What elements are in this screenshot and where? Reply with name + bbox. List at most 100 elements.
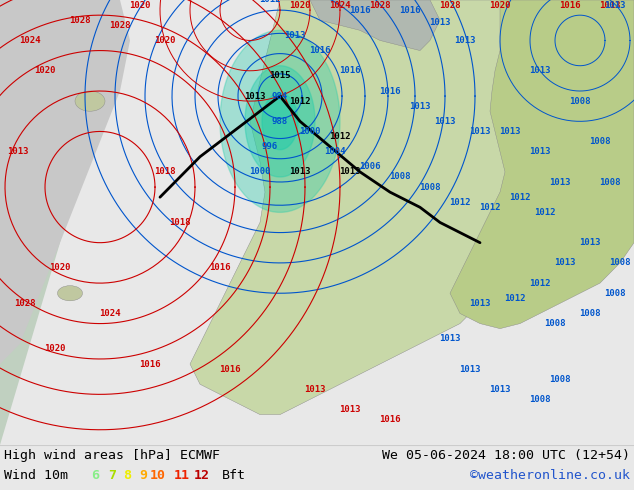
Polygon shape [190,0,634,415]
Polygon shape [0,0,130,364]
Text: 1012: 1012 [289,97,311,106]
Text: 1013: 1013 [304,385,326,394]
Text: 1016: 1016 [339,66,361,75]
Text: 1012: 1012 [529,279,551,288]
Text: 1006: 1006 [359,162,381,171]
Text: 1016: 1016 [379,87,401,96]
Text: 1020: 1020 [154,36,176,45]
Polygon shape [310,0,440,50]
Text: 1013: 1013 [549,177,571,187]
Text: 1015: 1015 [269,72,291,80]
Text: 1012: 1012 [259,0,281,4]
Text: 1012: 1012 [504,294,526,303]
Text: 1020: 1020 [129,0,151,10]
Text: 1008: 1008 [529,395,551,404]
Text: 1008: 1008 [389,172,411,181]
Text: 1013: 1013 [289,168,311,176]
Polygon shape [450,0,634,329]
Text: 9: 9 [139,469,147,483]
Text: 6: 6 [91,469,99,483]
Polygon shape [0,0,90,445]
Text: 1013: 1013 [284,31,306,40]
Text: 1020: 1020 [34,66,56,75]
Text: 1016: 1016 [139,360,161,368]
Text: 1012: 1012 [534,208,556,217]
Text: 1020: 1020 [489,0,511,10]
Text: 1013: 1013 [439,334,461,343]
Text: 988: 988 [272,117,288,126]
Text: 1000: 1000 [299,127,321,136]
Text: 1013: 1013 [434,117,456,126]
Text: 1028: 1028 [109,21,131,30]
Text: 1024: 1024 [19,36,41,45]
Text: 1013: 1013 [339,405,361,414]
Text: 1020: 1020 [289,0,311,10]
Text: 1008: 1008 [544,319,566,328]
Text: 1016: 1016 [379,415,401,424]
Text: 1013: 1013 [554,258,576,268]
Text: 1016: 1016 [349,5,371,15]
Text: 1028: 1028 [369,0,391,10]
Polygon shape [245,66,315,177]
Text: 1013: 1013 [410,101,430,111]
Text: 1024: 1024 [329,0,351,10]
Text: 1008: 1008 [569,97,591,106]
Text: Bft: Bft [222,469,246,483]
Text: ©weatheronline.co.uk: ©weatheronline.co.uk [470,469,630,483]
Text: 1008: 1008 [604,289,626,298]
Text: 1013: 1013 [429,18,451,27]
Text: 1008: 1008 [599,177,621,187]
Text: 1016: 1016 [219,365,241,373]
Text: 1004: 1004 [324,147,346,156]
Text: 1008: 1008 [549,375,571,384]
Text: 8: 8 [123,469,131,483]
Text: 1024: 1024 [100,309,120,318]
Text: 1020: 1020 [49,264,71,272]
Text: 1012: 1012 [329,132,351,141]
Text: 1013: 1013 [499,127,521,136]
Text: 1008: 1008 [609,258,631,268]
Text: 1016: 1016 [309,46,331,55]
Text: 1028: 1028 [439,0,461,10]
Text: 1016: 1016 [399,5,421,15]
Text: 1000: 1000 [249,168,271,176]
Text: 984: 984 [272,92,288,100]
Text: Wind 10m: Wind 10m [4,469,68,483]
Text: 1016: 1016 [559,0,581,10]
Text: 7: 7 [108,469,116,483]
Text: 1008: 1008 [579,309,601,318]
Text: 1013: 1013 [599,0,621,10]
Ellipse shape [75,91,105,111]
Text: 1008: 1008 [589,137,611,146]
Text: 996: 996 [262,142,278,151]
Text: 1012: 1012 [450,198,471,207]
Polygon shape [220,30,340,212]
Text: 1013: 1013 [579,238,601,247]
Text: 12: 12 [194,469,210,483]
Text: 1018: 1018 [154,168,176,176]
Text: 1018: 1018 [169,218,191,227]
Text: 1016: 1016 [209,264,231,272]
Text: 1013: 1013 [339,168,361,176]
Ellipse shape [58,286,82,301]
Text: 1013: 1013 [529,147,551,156]
Text: We 05-06-2024 18:00 UTC (12+54): We 05-06-2024 18:00 UTC (12+54) [382,449,630,463]
Text: 1008: 1008 [419,183,441,192]
Text: 1013: 1013 [244,92,266,100]
Text: 1013: 1013 [489,385,511,394]
Text: 1012: 1012 [479,203,501,212]
Text: 11: 11 [174,469,190,483]
Text: 1028: 1028 [69,16,91,24]
Text: 1013: 1013 [469,127,491,136]
Text: 1013: 1013 [454,36,476,45]
Text: 1020: 1020 [44,344,66,353]
Text: 1013: 1013 [529,66,551,75]
Text: 1013: 1013 [459,365,481,373]
Text: 10: 10 [150,469,166,483]
Text: 1013: 1013 [469,299,491,308]
Text: 1028: 1028 [14,299,36,308]
Text: 1012: 1012 [509,193,531,202]
Text: 1013: 1013 [7,147,29,156]
Polygon shape [262,93,298,149]
Text: High wind areas [hPa] ECMWF: High wind areas [hPa] ECMWF [4,449,220,463]
